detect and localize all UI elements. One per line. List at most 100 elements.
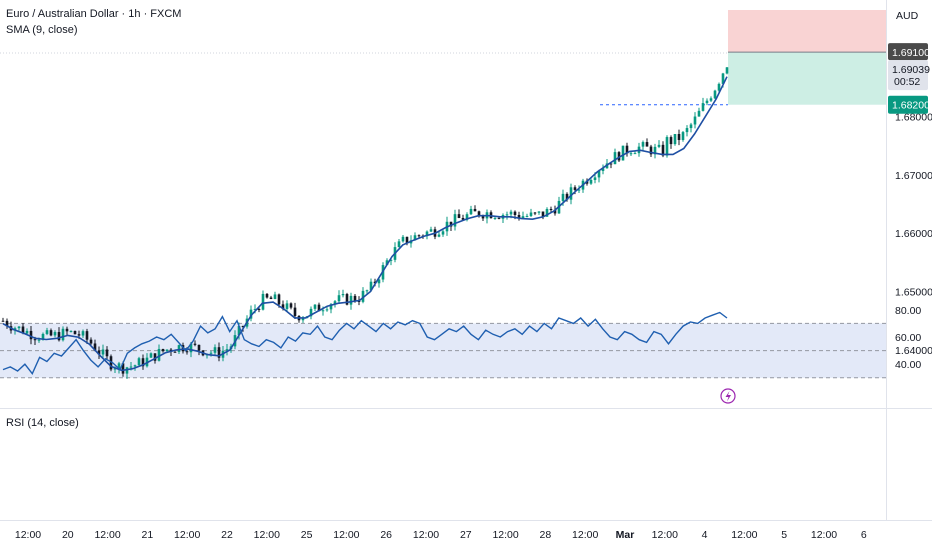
candle-body	[125, 367, 129, 374]
candle-body	[497, 217, 501, 219]
candle-body	[537, 211, 541, 213]
candle-body	[117, 363, 121, 369]
candle-body	[673, 133, 677, 145]
price-tick-label: 1.65000	[895, 287, 932, 299]
candle-body	[121, 363, 125, 374]
candle-body	[153, 353, 157, 361]
candle-body	[597, 170, 601, 178]
candle-body	[385, 260, 389, 266]
time-tick-label: 25	[301, 529, 313, 541]
candle-body	[293, 307, 297, 316]
candle-body	[301, 318, 305, 321]
candle-body	[285, 303, 289, 309]
candle-body	[217, 347, 221, 358]
candle-body	[493, 217, 497, 219]
candle-body	[573, 187, 577, 190]
candle-body	[105, 349, 109, 357]
candle-body	[269, 297, 273, 300]
candle-body	[157, 348, 161, 361]
candle-body	[149, 353, 153, 358]
candle-body	[725, 67, 729, 74]
candle-body	[397, 241, 401, 248]
target-price-text: 1.69100	[892, 47, 930, 59]
candle-body	[93, 343, 97, 351]
rsi-legend[interactable]: RSI (14, close)	[6, 417, 79, 429]
candle-body	[669, 137, 673, 145]
current-price-badge	[888, 60, 928, 91]
time-tick-label: 12:00	[15, 529, 41, 541]
time-tick-label: 12:00	[572, 529, 598, 541]
candle-body	[357, 301, 361, 303]
candle-body	[289, 303, 293, 308]
target-price-badge	[888, 43, 928, 61]
candle-body	[209, 352, 213, 354]
candle-body	[373, 281, 377, 284]
time-tick-label: Mar	[616, 529, 635, 541]
time-tick-label: 21	[142, 529, 154, 541]
candle-body	[649, 146, 653, 155]
candle-body	[377, 279, 381, 284]
candle-body	[641, 142, 645, 147]
candle-body	[137, 358, 141, 366]
candle-body	[617, 152, 621, 161]
candle-body	[589, 179, 593, 184]
candle-body	[253, 308, 257, 310]
candle-body	[213, 347, 217, 353]
candle-body	[101, 349, 105, 355]
candle-body	[601, 168, 605, 171]
candle-body	[717, 83, 721, 91]
time-tick-label: 4	[702, 529, 708, 541]
stop-price-text: 1.68200	[892, 100, 930, 112]
candle-body	[89, 339, 93, 344]
candle-body	[625, 145, 629, 154]
candle-body	[541, 211, 545, 217]
countdown-text: 00:52	[894, 76, 920, 88]
candle-body	[701, 103, 705, 111]
time-tick-label: 26	[380, 529, 392, 541]
candle-body	[257, 308, 261, 310]
candle-body	[405, 236, 409, 244]
time-tick-label: 12:00	[413, 529, 439, 541]
time-tick-label: 12:00	[94, 529, 120, 541]
candle-body	[425, 231, 429, 237]
candle-body	[681, 132, 685, 140]
symbol-title[interactable]: Euro / Australian Dollar · 1h · FXCM	[6, 8, 182, 20]
candle-body	[81, 331, 85, 336]
candle-body	[621, 145, 625, 161]
candle-body	[429, 229, 433, 232]
candle-body	[325, 309, 329, 311]
candle-body	[25, 330, 29, 334]
candle-body	[549, 208, 553, 210]
candle-body	[653, 146, 657, 155]
time-tick-label: 5	[781, 529, 787, 541]
candle-body	[277, 294, 281, 305]
candle-body	[21, 326, 25, 334]
candle-body	[529, 212, 533, 216]
candle-body	[185, 351, 189, 353]
candle-body	[553, 209, 557, 214]
candle-body	[665, 137, 669, 156]
candle-body	[141, 358, 145, 367]
candle-body	[689, 124, 693, 129]
candle-body	[65, 328, 69, 332]
candle-body	[609, 163, 613, 165]
candle-body	[241, 326, 245, 328]
candle-body	[49, 330, 53, 336]
candle-body	[513, 211, 517, 215]
time-tick-label: 28	[540, 529, 552, 541]
candle-body	[533, 212, 537, 214]
candle-body	[273, 294, 277, 300]
sma-legend[interactable]: SMA (9, close)	[6, 24, 78, 36]
candle-body	[465, 214, 469, 220]
candle-body	[321, 310, 325, 312]
time-tick-label: 12:00	[731, 529, 757, 541]
time-tick-label: 6	[861, 529, 867, 541]
candle-body	[341, 294, 345, 296]
candle-body	[113, 368, 117, 370]
time-tick-label: 12:00	[333, 529, 359, 541]
candle-body	[645, 142, 649, 147]
candle-body	[401, 236, 405, 242]
candle-body	[565, 193, 569, 200]
candle-body	[389, 259, 393, 261]
